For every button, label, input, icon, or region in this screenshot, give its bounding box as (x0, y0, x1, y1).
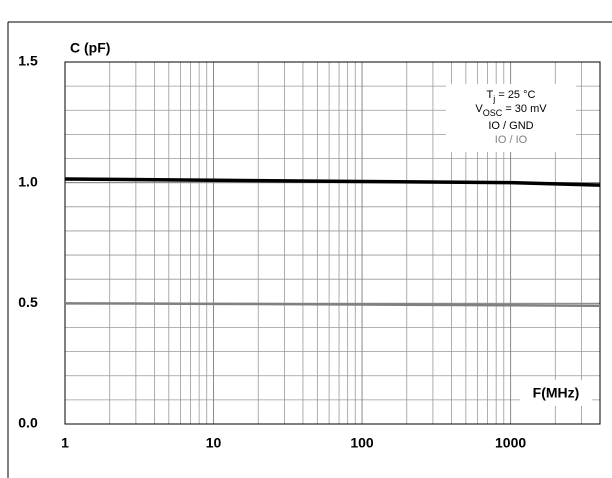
legend-bg (446, 84, 576, 152)
condition-part: = 30 mV (502, 103, 547, 115)
condition-part: T (487, 89, 494, 101)
line-series (64, 302, 601, 307)
condition-part: = 25 °C (495, 89, 535, 101)
condition-part: V (475, 103, 483, 115)
x-axis-label: F(MHz) (533, 385, 580, 401)
y-tick-label: 1.5 (18, 53, 38, 69)
condition: VOSC = 30 mV (475, 103, 547, 118)
condition-part: OSC (483, 108, 503, 118)
x-label-bg (520, 380, 592, 406)
condition-part: j (492, 94, 495, 104)
y-tick-label: 0.0 (18, 415, 38, 431)
y-tick-label: 1.0 (18, 173, 38, 189)
plot-area (64, 61, 601, 425)
line-series (64, 177, 601, 187)
x-tick-label: 10 (206, 435, 222, 451)
legend-entry: IO / GND (488, 120, 533, 132)
y-axis-label: C (pF) (70, 40, 110, 56)
y-tick-label: 0.5 (18, 294, 38, 310)
condition: Tj = 25 °C (487, 89, 536, 104)
x-tick-label: 1 (61, 435, 69, 451)
x-tick-label: 100 (350, 435, 374, 451)
legend-entry: IO / IO (495, 134, 528, 146)
x-tick-label: 1000 (495, 435, 526, 451)
